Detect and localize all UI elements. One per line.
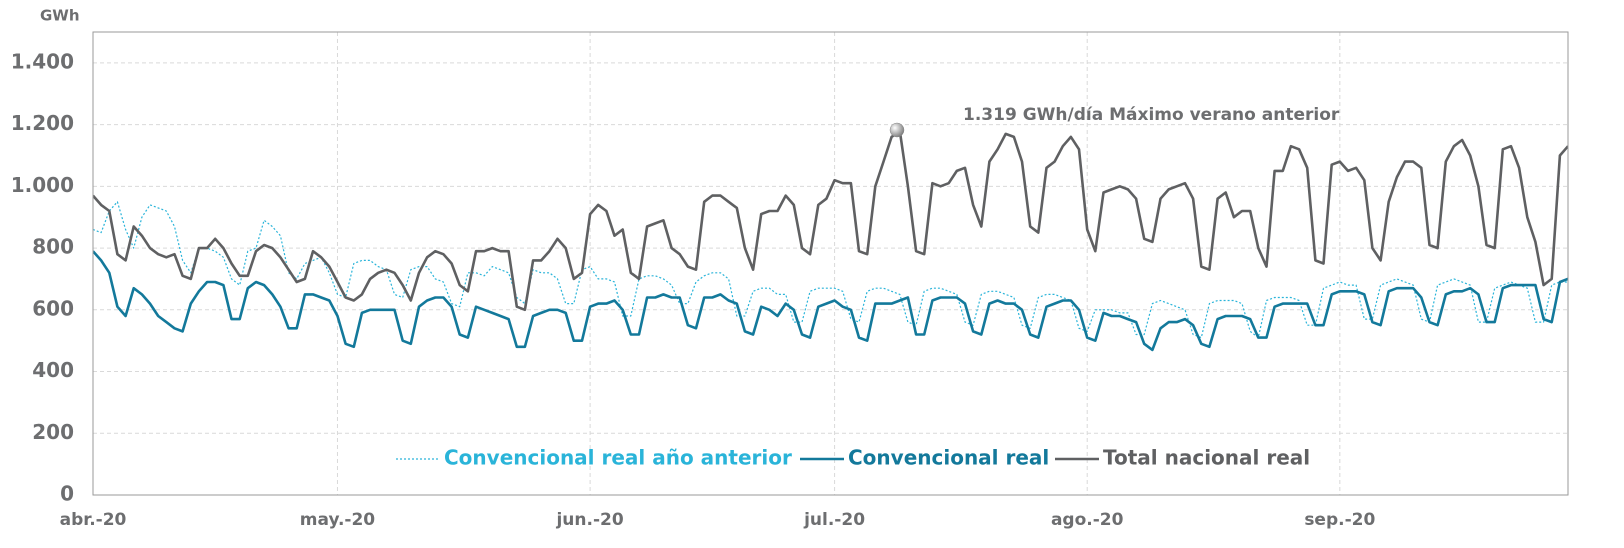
legend-label: Total nacional real [1103, 446, 1310, 470]
y-tick-label: 400 [32, 358, 74, 382]
x-tick-label: ago.-20 [1051, 510, 1124, 530]
x-tick-label: sep.-20 [1304, 510, 1375, 530]
x-tick-label: jun.-20 [555, 510, 623, 530]
series-line [93, 250, 1568, 352]
y-tick-label: 0 [60, 482, 74, 506]
x-tick-label: may.-20 [300, 510, 376, 530]
y-axis-label: GWh [40, 7, 80, 25]
legend-label: Convencional real [848, 446, 1049, 470]
y-tick-label: 600 [32, 296, 74, 320]
x-tick-label: abr.-20 [60, 510, 127, 530]
x-tick-label: jul.-20 [803, 510, 865, 530]
series-line [93, 129, 1568, 312]
annotation-marker [889, 122, 905, 138]
plot-frame [92, 31, 1569, 496]
legend-label: Convencional real año anterior [444, 446, 792, 470]
series-line [93, 201, 1568, 339]
y-tick-label: 800 [32, 235, 74, 259]
y-tick-label: 1.200 [11, 111, 74, 135]
y-tick-label: 1.000 [11, 173, 74, 197]
y-tick-label: 200 [32, 420, 74, 444]
y-tick-label: 1.400 [11, 49, 74, 73]
annotation: 1.319 GWh/día Máximo verano anterior [963, 105, 1340, 125]
